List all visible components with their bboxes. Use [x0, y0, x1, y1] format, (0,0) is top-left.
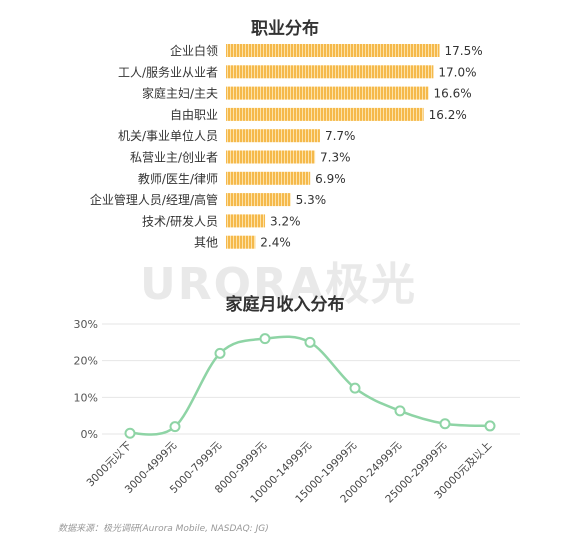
data-point [484, 420, 496, 432]
bar [226, 214, 266, 228]
bar-category-label: 其他 [194, 236, 218, 250]
bar [226, 86, 429, 100]
bar-value-label: 2.4% [260, 236, 291, 250]
data-point [124, 427, 136, 439]
bar-category-label: 机关/事业单位人员 [118, 128, 218, 143]
y-tick-label: 20% [74, 355, 98, 368]
bar-category-label: 企业白领 [170, 43, 218, 58]
data-point [169, 421, 181, 433]
bar-category-label: 教师/医生/律师 [138, 171, 218, 186]
bar [226, 193, 291, 207]
bar-value-label: 16.6% [434, 87, 472, 101]
bar [226, 107, 424, 121]
bar-category-label: 家庭主妇/主夫 [142, 86, 218, 101]
occupation-chart-title: 职业分布 [251, 19, 319, 39]
bar-value-label: 3.2% [270, 214, 301, 228]
data-point [259, 333, 271, 345]
bar-value-label: 7.3% [320, 151, 351, 165]
bar [226, 129, 320, 143]
y-tick-label: 0% [81, 428, 98, 441]
series-line [129, 335, 491, 436]
data-point [394, 405, 406, 417]
income-line-chart: 0%10%20%30%3000元以下3000-4999元5000-7999元80… [74, 318, 520, 505]
bar-value-label: 7.7% [325, 129, 356, 143]
bar [226, 44, 440, 57]
x-tick-label: 3000元以下 [84, 440, 134, 490]
occupation-bar-chart: 企业白领 17.5% 工人/服务业从业者 17.0% 家庭主妇/主夫 16.6% 自由职业 1… [90, 43, 483, 250]
bar [226, 150, 316, 164]
income-chart-title: 家庭月收入分布 [225, 295, 345, 315]
y-tick-label: 10% [74, 391, 98, 404]
bar-value-label: 16.2% [429, 108, 467, 122]
bar-value-label: 6.9% [315, 172, 346, 186]
y-tick-label: 30% [74, 318, 98, 331]
bar-value-label: 17.0% [438, 65, 476, 79]
data-point [214, 347, 226, 359]
bar-category-label: 企业管理人员/经理/高管 [90, 192, 218, 207]
bar-category-label: 私营业主/创业者 [130, 151, 218, 165]
data-source-note: 数据来源：极光调研(Aurora Mobile, NASDAQ: JG) [58, 524, 269, 534]
bar-value-label: 17.5% [445, 44, 483, 58]
bar-category-label: 技术/研发人员 [142, 213, 218, 228]
bar-value-label: 5.3% [296, 193, 327, 207]
bar-category-label: 自由职业 [170, 108, 218, 122]
bar [226, 235, 256, 249]
bar [226, 65, 434, 79]
bar [226, 171, 311, 185]
data-point [304, 336, 316, 348]
data-point [439, 418, 451, 430]
data-point [349, 382, 361, 394]
aurora-watermark: URORA极光 [140, 259, 417, 310]
bar-category-label: 工人/服务业从业者 [118, 64, 218, 79]
